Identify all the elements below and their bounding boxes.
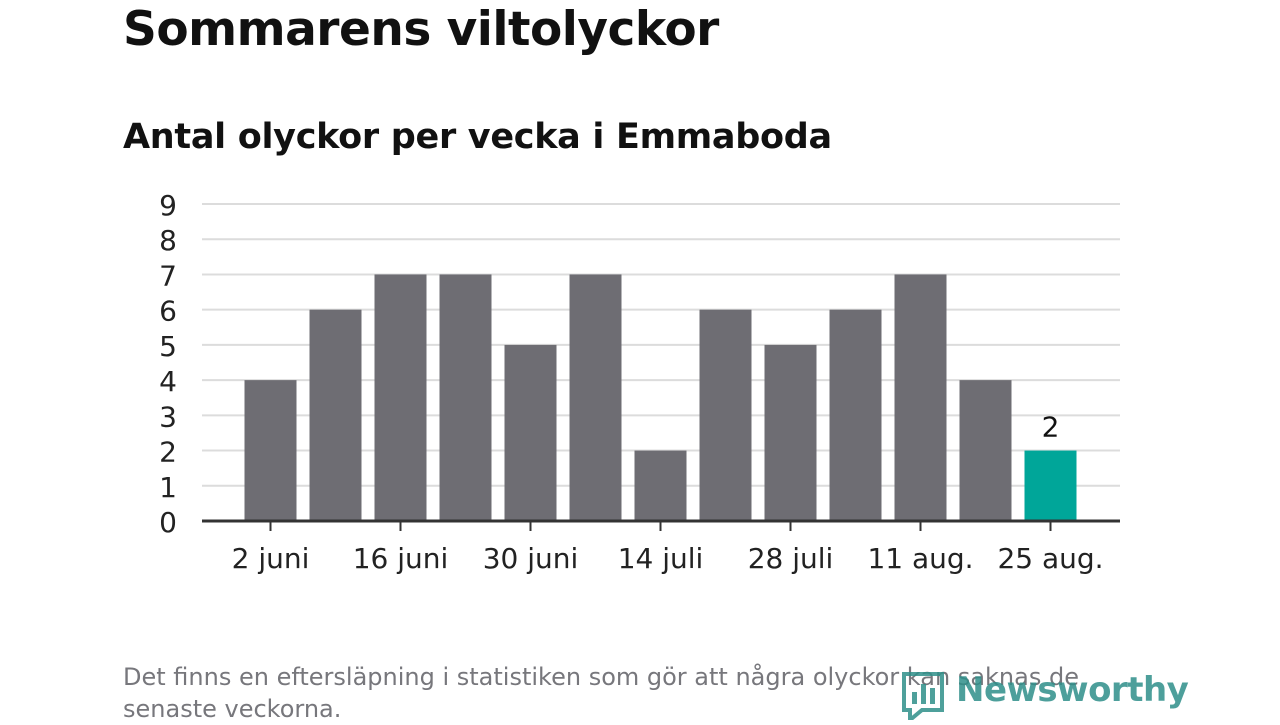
y-tick-label: 5 bbox=[159, 330, 177, 363]
y-tick-label: 9 bbox=[159, 189, 177, 222]
y-tick-label: 3 bbox=[159, 400, 177, 433]
y-tick-label: 4 bbox=[159, 365, 177, 398]
bar bbox=[829, 309, 882, 521]
bar bbox=[764, 344, 817, 521]
x-tick-label: 28 juli bbox=[748, 542, 834, 575]
newsworthy-logo-icon bbox=[902, 672, 944, 720]
x-tick-label: 11 aug. bbox=[867, 542, 973, 575]
bar bbox=[634, 450, 687, 521]
bar bbox=[959, 380, 1012, 521]
bar bbox=[439, 274, 492, 521]
y-tick-label: 6 bbox=[159, 295, 177, 328]
y-tick-label: 7 bbox=[159, 259, 177, 292]
x-tick-label: 30 juni bbox=[483, 542, 579, 575]
x-tick-label: 14 juli bbox=[618, 542, 704, 575]
footnote: Det finns en eftersläpning i statistiken… bbox=[123, 663, 1079, 723]
data-label: 2 bbox=[1042, 411, 1060, 444]
bar bbox=[894, 274, 947, 521]
x-tick-label: 2 juni bbox=[232, 542, 310, 575]
x-tick-label: 16 juni bbox=[353, 542, 449, 575]
bar-highlight bbox=[1024, 450, 1077, 521]
chart-title: Sommarens viltolyckor bbox=[123, 2, 719, 57]
bar bbox=[309, 309, 362, 521]
y-tick-label: 0 bbox=[159, 506, 177, 539]
bar bbox=[504, 344, 557, 521]
newsworthy-logo: Newsworthy bbox=[900, 666, 1189, 720]
bar bbox=[569, 274, 622, 521]
bar bbox=[699, 309, 752, 521]
bar bbox=[374, 274, 427, 521]
y-tick-label: 2 bbox=[159, 436, 177, 469]
chart-subtitle: Antal olyckor per vecka i Emmaboda bbox=[123, 117, 832, 157]
y-tick-label: 8 bbox=[159, 224, 177, 257]
y-tick-label: 1 bbox=[159, 471, 177, 504]
newsworthy-logo-text: Newsworthy bbox=[956, 670, 1189, 710]
bar bbox=[244, 380, 297, 521]
x-tick-label: 25 aug. bbox=[997, 542, 1103, 575]
